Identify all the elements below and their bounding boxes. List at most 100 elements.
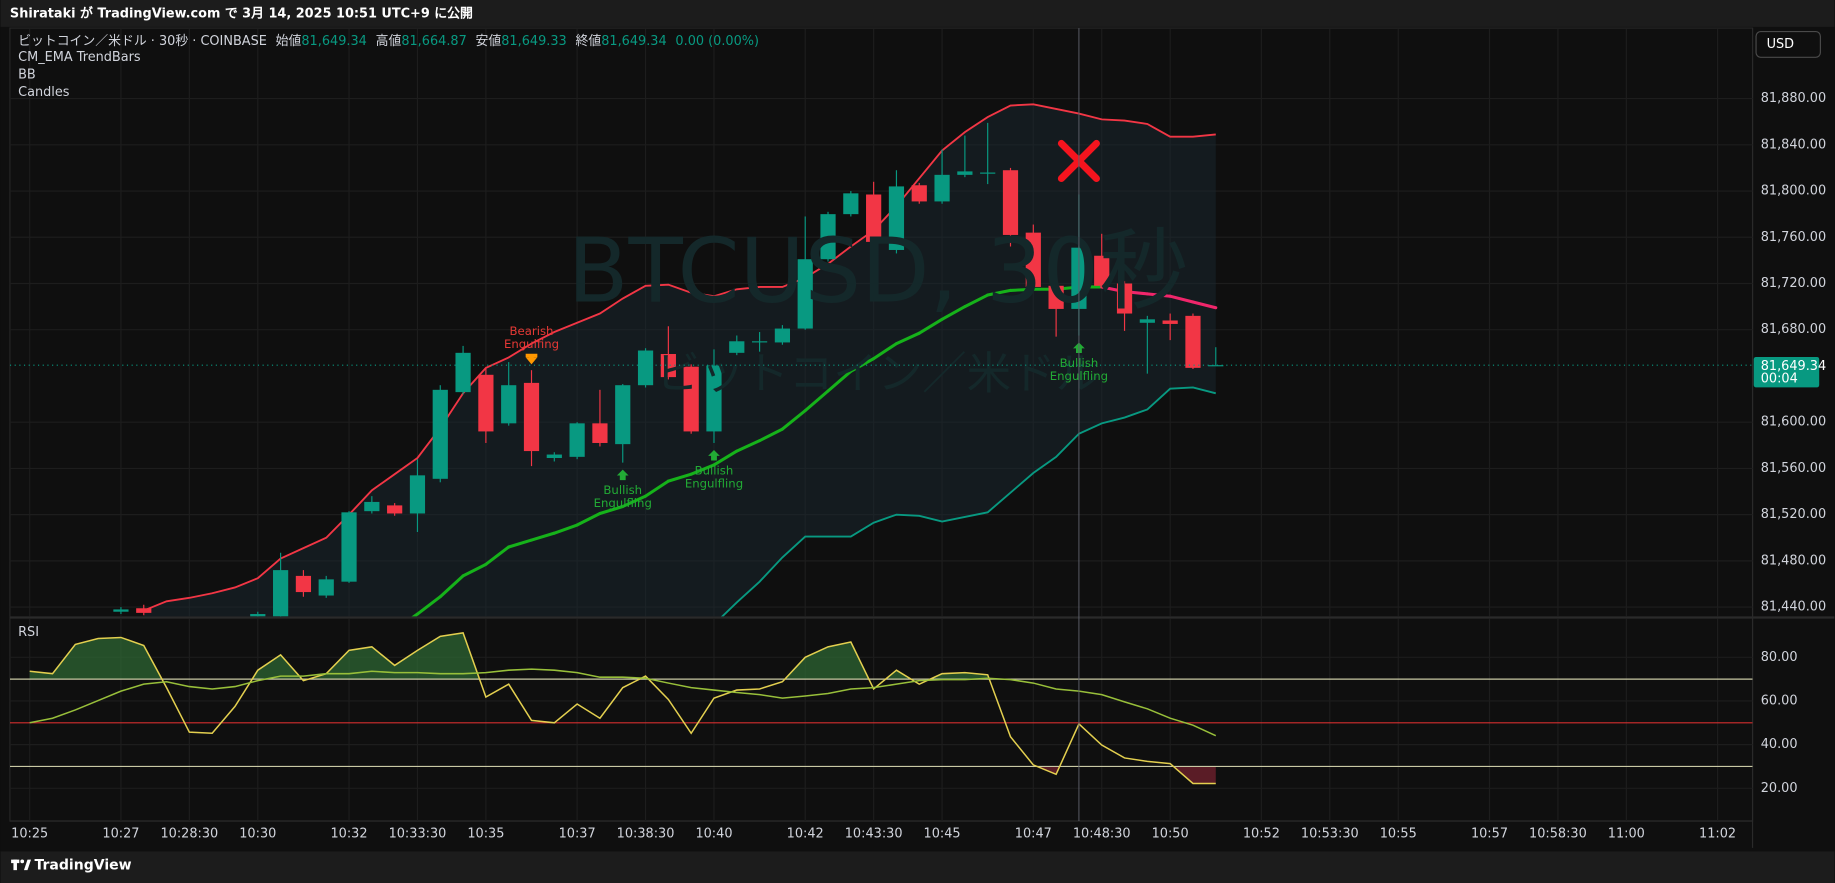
ema-segment [872,342,898,361]
symbol-header: ビットコイン／米ドル · 30秒 · COINBASE 始値81,649.34 … [18,32,759,48]
rsi-line [29,632,1216,785]
x-tick-label: 10:32 [331,826,368,841]
y-tick-label: 81,800.00 [1761,184,1826,199]
y-tick-label: 40.00 [1761,737,1798,752]
ema-segment [666,472,693,483]
currency-button[interactable]: USD [1755,30,1821,58]
last-price-box [1753,356,1820,388]
price-pane [9,28,1753,617]
candle-body [1139,319,1155,323]
candle-body [546,454,562,459]
candle-body [273,570,289,617]
bb-lower [721,386,1217,617]
candle-body [637,350,654,386]
ohlc-value: 81,649.34 [301,33,366,48]
candle-body [1185,315,1201,368]
ema-segment [598,505,625,516]
pattern-label: Bearish [510,324,554,338]
candle-body [1094,255,1110,286]
x-tick-label: 10:30 [239,826,276,841]
logo [11,859,31,871]
ema-segment [803,389,830,413]
pattern-arrow-head [525,357,538,365]
candle-body [318,579,334,596]
x-tick-label: 10:58:30 [1529,826,1587,841]
candle-body [364,501,380,512]
candle-body [341,512,357,582]
candle-body [432,389,448,479]
ema-segment [826,369,853,393]
candle-body [136,608,152,613]
y-tick-label: 81,880.00 [1761,91,1826,106]
candle-body [1116,283,1133,314]
y-tick-label: 81,480.00 [1761,553,1826,568]
candle-body [113,609,129,612]
candle-body [455,352,471,393]
x-tick-label: 10:50 [1152,826,1189,841]
ema-segment [507,538,534,549]
y-tick-label: 81,440.00 [1761,600,1826,615]
x-tick-label: 10:53:30 [1301,826,1359,841]
x-tick-label: 10:37 [559,826,596,841]
ema-segment [894,331,921,346]
x-tick-label: 10:35 [467,826,504,841]
footer-brand: TradingView [35,857,132,873]
pattern-label: Bullish [603,483,642,497]
y-tick-label: 81,720.00 [1761,276,1826,291]
ema-segment [1145,292,1172,298]
candle-body [615,385,631,445]
candle-body [409,475,426,514]
ema-segment [621,494,648,509]
pattern-label: Engulfing [504,337,559,351]
candle-body [683,366,699,432]
pattern-label: Engulfling [594,496,652,510]
candle-body [295,575,312,593]
currency-label[interactable]: USD [1767,37,1795,52]
candle-body [888,186,905,250]
x-tick-label: 10:55 [1380,826,1417,841]
rsi-title: RSI [18,625,39,640]
y-tick-label: 81,520.00 [1761,507,1826,522]
ema-segment [712,449,739,467]
ema-segment [963,293,990,309]
ema-segment [1191,300,1218,310]
overbought-fill [29,632,1216,680]
candle-body [660,353,676,378]
x-tick-label: 10:40 [695,826,732,841]
change: 0.00 (0.00%) [675,33,759,48]
candle-body [478,374,494,432]
y-tick-label: 60.00 [1761,693,1798,708]
bottom-bar [0,851,1835,883]
ohlc-label: 安値 [476,32,502,48]
ema-segment [917,317,944,335]
currency-button-frame[interactable] [1755,30,1821,58]
publish-line: Shirataki が TradingView.com で 3月 14, 202… [10,6,473,22]
y-tick-label: 81,840.00 [1761,137,1826,152]
x-tick-label: 10:57 [1471,826,1508,841]
ema-segment [940,305,967,321]
ema-segment [575,511,602,527]
x-tick-label: 10:48:30 [1073,826,1131,841]
candle-body [1208,365,1224,367]
candle-body [774,328,791,343]
candle-body [820,214,836,260]
x-tick-label: 10:45 [924,826,961,841]
y-tick-label: 81,680.00 [1761,322,1826,337]
x-tick-label: 11:00 [1608,826,1645,841]
ema-segment [735,439,762,453]
ema-segment [689,463,716,476]
x-tick-label: 10:28:30 [160,826,218,841]
watermark-symbol: BTCUSD, 30秒 [567,219,1187,323]
candle-body [1002,170,1019,235]
candle-body [706,365,722,432]
y-tick-label: 81,760.00 [1761,230,1826,245]
x-tick-label: 10:25 [11,826,48,841]
candle-body [523,382,540,452]
candle-body [797,259,813,329]
x-tick-label: 10:47 [1015,826,1052,841]
candle-body [250,614,266,617]
candle-body [501,385,517,424]
